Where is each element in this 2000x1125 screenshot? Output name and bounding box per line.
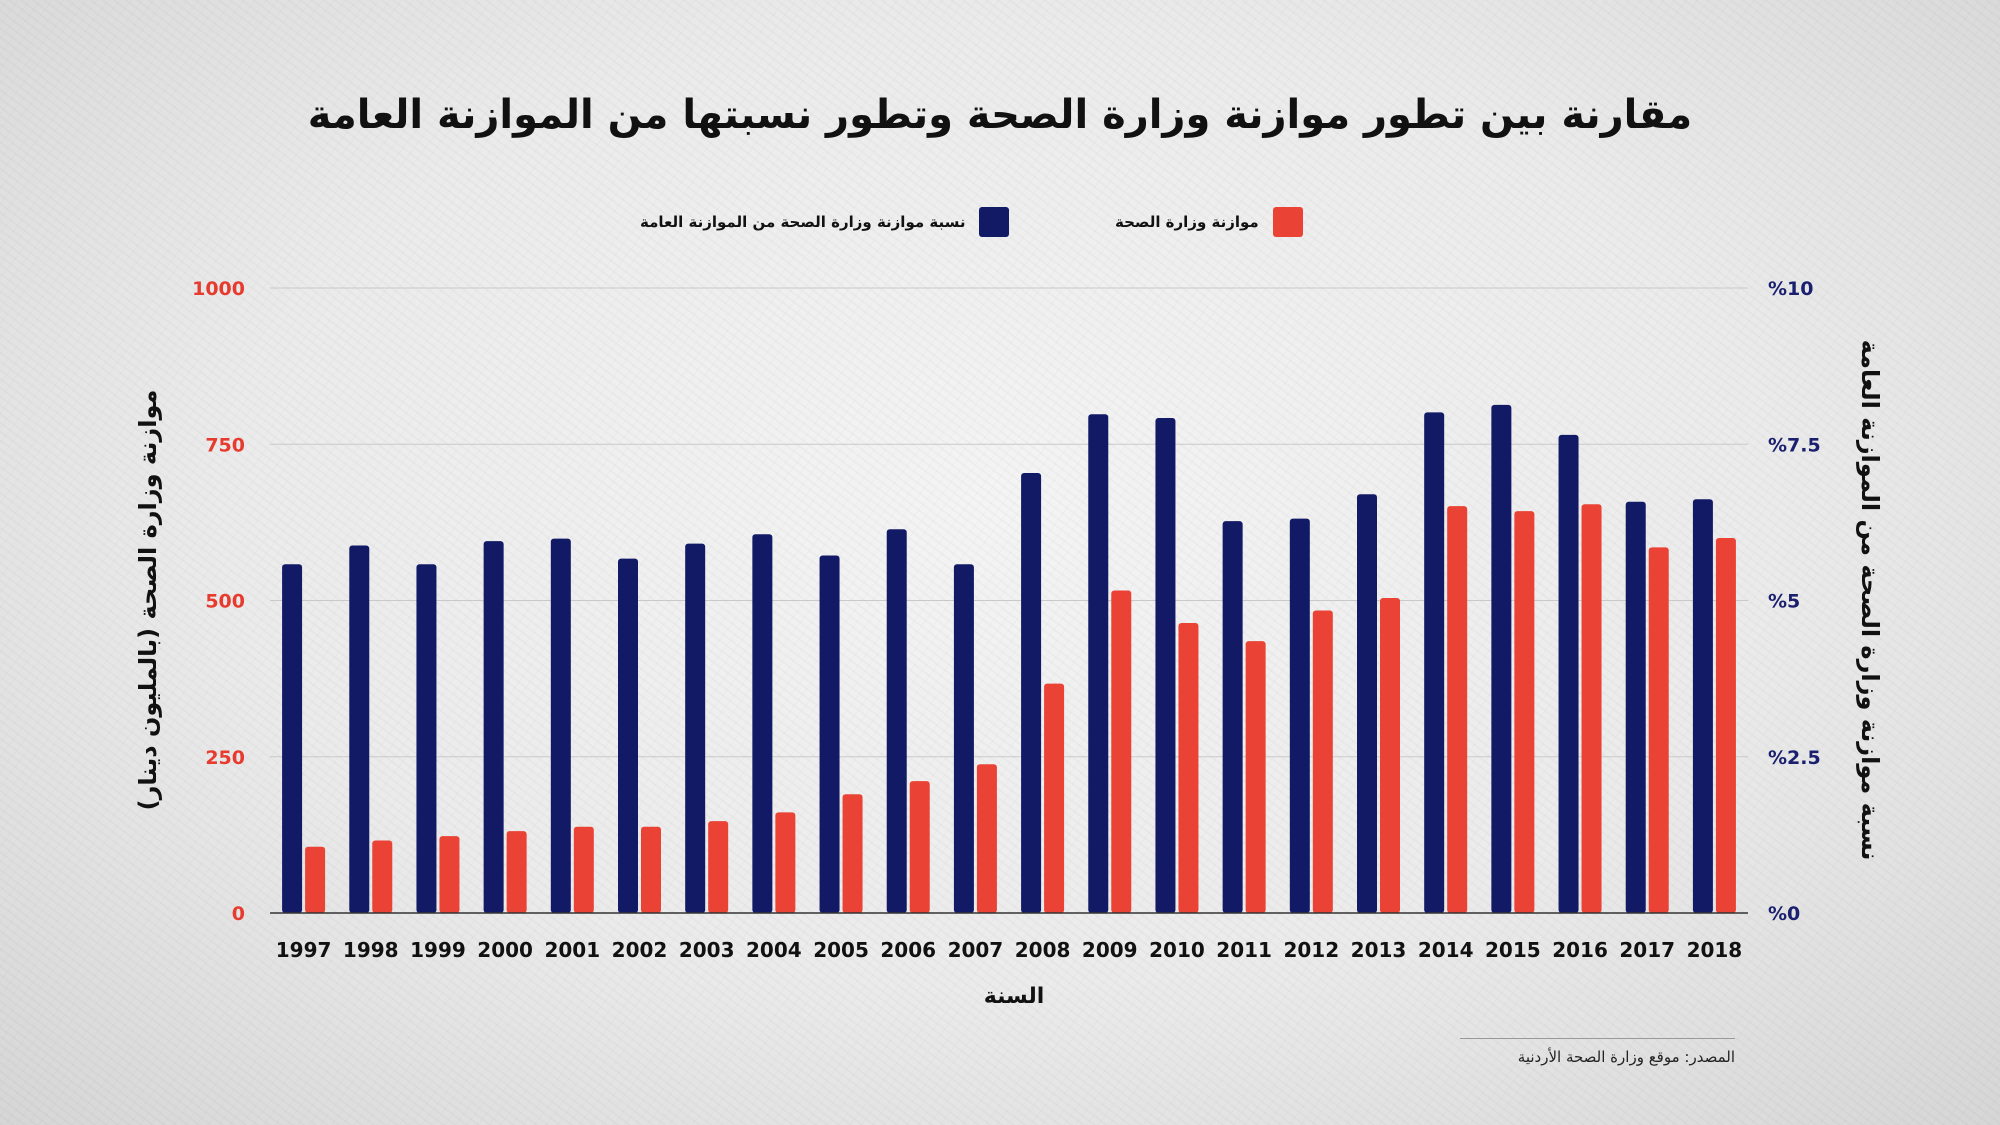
- x-axis-tick-label: 1999: [410, 938, 466, 962]
- bar-budget-1999: [439, 836, 460, 913]
- x-axis-tick-label: 2008: [1015, 938, 1071, 962]
- bar-ratio-2008: [1021, 473, 1042, 913]
- x-axis-tick-label: 2012: [1283, 938, 1339, 962]
- x-axis-tick-label: 2010: [1149, 938, 1205, 962]
- bar-ratio-2014: [1424, 412, 1445, 913]
- right-axis-tick-label: %2.5: [1768, 747, 1821, 769]
- bar-budget-2007: [976, 764, 997, 913]
- bar-budget-1997: [305, 846, 326, 913]
- legend-item-ratio: نسبة موازنة وزارة الصحة من الموازنة العا…: [640, 207, 1010, 237]
- bar-ratio-2004: [752, 534, 773, 913]
- bar-budget-2016: [1581, 504, 1602, 913]
- bar-ratio-2016: [1558, 434, 1579, 913]
- source-note: المصدر: موقع وزارة الصحة الأردنية: [1517, 1048, 1735, 1066]
- left-axis-tick-label: 1000: [192, 278, 245, 300]
- bar-budget-2014: [1447, 506, 1468, 913]
- right-axis-title: نسبة موازنة وزارة الصحة من الموازنة العا…: [1856, 340, 1884, 861]
- bar-budget-2004: [775, 812, 796, 913]
- bar-ratio-2010: [1155, 418, 1176, 913]
- x-axis-tick-label: 2009: [1082, 938, 1138, 962]
- bar-ratio-1998: [349, 545, 370, 913]
- legend-label-ratio: نسبة موازنة وزارة الصحة من الموازنة العا…: [640, 213, 966, 231]
- x-axis-title: السنة: [984, 984, 1045, 1009]
- bar-budget-2012: [1312, 610, 1333, 913]
- bar-budget-2010: [1178, 623, 1199, 913]
- legend-label-budget: موازنة وزارة الصحة: [1115, 213, 1259, 231]
- bar-budget-2013: [1380, 598, 1400, 913]
- bar-budget-2008: [1044, 683, 1065, 913]
- bar-budget-2006: [909, 781, 930, 913]
- bar-ratio-2001: [550, 538, 571, 913]
- left-axis-tick-label: 0: [232, 903, 245, 925]
- bar-budget-2000: [506, 831, 527, 913]
- bar-ratio-2015: [1491, 404, 1512, 913]
- right-axis-tick-label: %7.5: [1768, 434, 1821, 456]
- bar-ratio-2012: [1289, 518, 1310, 913]
- bar-ratio-1997: [282, 564, 303, 913]
- bar-budget-2001: [573, 826, 594, 913]
- bar-ratio-2017: [1625, 501, 1646, 913]
- bar-ratio-2003: [685, 543, 706, 913]
- bar-ratio-2011: [1222, 521, 1243, 913]
- left-axis-tick-label: 750: [205, 434, 245, 456]
- x-axis-tick-label: 2013: [1351, 938, 1407, 962]
- bar-ratio-2002: [618, 558, 638, 913]
- bar-ratio-2018: [1692, 499, 1713, 913]
- x-axis-tick-label: 2003: [679, 938, 735, 962]
- x-axis-tick-label: 2001: [544, 938, 600, 962]
- right-axis-tick-label: %10: [1768, 278, 1813, 300]
- x-axis-tick-label: 2016: [1552, 938, 1608, 962]
- bar-budget-2003: [708, 821, 729, 913]
- x-axis-tick-label: 2011: [1216, 938, 1272, 962]
- x-axis-tick-label: 2004: [746, 938, 802, 962]
- bar-budget-2011: [1245, 641, 1266, 913]
- bar-budget-2002: [641, 826, 661, 913]
- bar-ratio-2000: [483, 541, 504, 913]
- x-axis-tick-label: 2017: [1619, 938, 1675, 962]
- bar-ratio-2013: [1357, 494, 1377, 913]
- x-axis-tick-label: 2000: [477, 938, 533, 962]
- bar-budget-2017: [1648, 547, 1669, 913]
- left-axis-title: موازنة وزارة الصحة (بالمليون دينار): [134, 390, 162, 811]
- bar-budget-2018: [1715, 538, 1736, 913]
- x-axis-tick-label: 2018: [1687, 938, 1743, 962]
- x-axis-tick-label: 2015: [1485, 938, 1541, 962]
- x-axis-tick-label: 2002: [612, 938, 668, 962]
- bar-ratio-2006: [886, 529, 907, 913]
- left-axis-tick-label: 500: [205, 591, 245, 613]
- legend-swatch-budget: [1272, 207, 1303, 237]
- source-divider: [1460, 1038, 1735, 1039]
- right-axis-tick-label: %5: [1768, 591, 1800, 613]
- bar-ratio-2005: [819, 555, 840, 913]
- bar-budget-2009: [1111, 590, 1132, 913]
- x-axis-tick-label: 2006: [880, 938, 936, 962]
- x-axis-tick-label: 2014: [1418, 938, 1474, 962]
- right-axis-tick-label: %0: [1768, 903, 1800, 925]
- bar-budget-2005: [842, 794, 863, 913]
- x-axis-tick-label: 1997: [276, 938, 332, 962]
- x-axis-tick-label: 2005: [813, 938, 869, 962]
- bar-ratio-2009: [1088, 414, 1109, 913]
- bar-ratio-2007: [953, 564, 974, 913]
- left-axis-tick-label: 250: [205, 747, 245, 769]
- bar-budget-2015: [1514, 511, 1535, 913]
- chart-title: مقارنة بين تطور موازنة وزارة الصحة وتطور…: [307, 92, 1693, 138]
- bar-ratio-1999: [416, 564, 437, 913]
- x-axis-tick-label: 2007: [948, 938, 1004, 962]
- x-axis-tick-label: 1998: [343, 938, 399, 962]
- legend-item-budget: موازنة وزارة الصحة: [1115, 207, 1303, 237]
- bar-budget-1998: [372, 840, 393, 913]
- legend-swatch-ratio: [979, 207, 1010, 237]
